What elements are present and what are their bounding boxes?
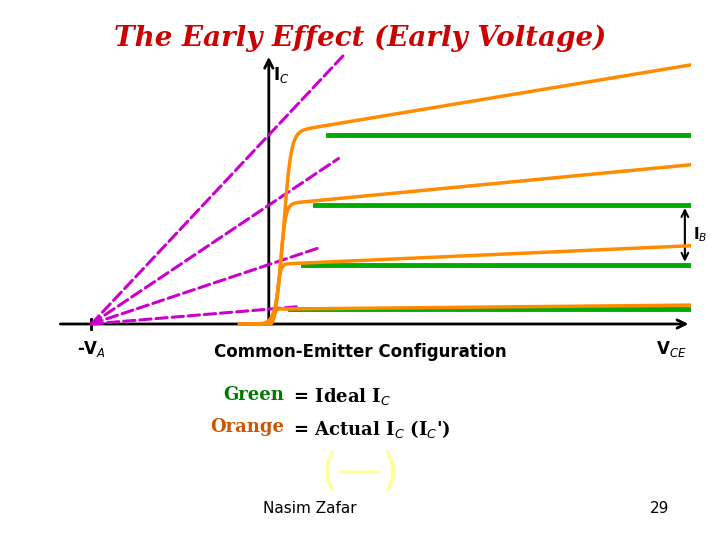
Text: The Early Effect (Early Voltage): The Early Effect (Early Voltage) bbox=[114, 24, 606, 52]
Text: = Actual I$_C$ (I$_C$'): = Actual I$_C$ (I$_C$') bbox=[287, 418, 450, 441]
Text: Nasim Zafar: Nasim Zafar bbox=[263, 501, 356, 516]
Text: I$_B$: I$_B$ bbox=[693, 226, 708, 244]
Text: Common-Emitter Configuration: Common-Emitter Configuration bbox=[214, 343, 506, 361]
Text: Green: Green bbox=[223, 386, 284, 404]
Text: = Ideal I$_C$: = Ideal I$_C$ bbox=[287, 386, 391, 407]
Text: Orange: Orange bbox=[210, 418, 284, 436]
Text: (—): (—) bbox=[320, 451, 400, 494]
Text: I$_C$: I$_C$ bbox=[274, 65, 289, 85]
Text: -V$_A$: -V$_A$ bbox=[77, 339, 106, 359]
Text: V$_{CE}$: V$_{CE}$ bbox=[657, 339, 687, 359]
Text: 29: 29 bbox=[650, 501, 670, 516]
